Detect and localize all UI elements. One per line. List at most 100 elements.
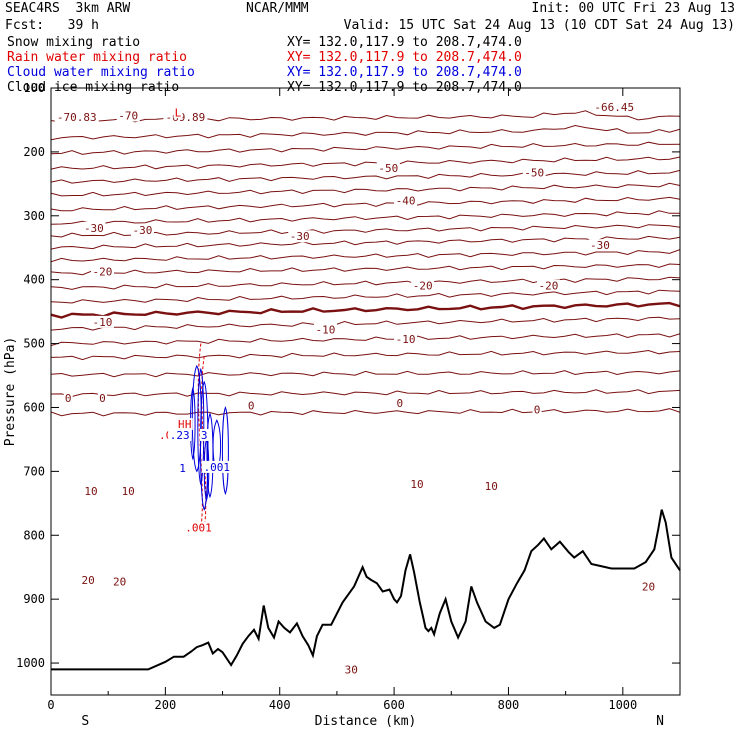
isotherm-20: [51, 370, 680, 378]
cloud-water-label-0-bg: [168, 428, 192, 441]
isotherm--35: [51, 210, 680, 225]
isotherm-label-19-bg: [246, 399, 256, 412]
isotherm-label-17-bg: [63, 391, 73, 404]
rain-label-1: H: [185, 418, 192, 431]
isotherm-label-27: 20: [113, 575, 126, 588]
isotherm-30: [51, 408, 680, 417]
isotherm-label-9: -30: [290, 230, 310, 243]
isotherm-label-16: -10: [396, 333, 416, 346]
isotherm-label-10-bg: [588, 239, 612, 252]
isotherm-label-22-bg: [83, 485, 100, 498]
isotherm--60: [51, 141, 680, 155]
isotherm-label-26-bg: [80, 573, 97, 586]
temperature-contours: [51, 110, 680, 417]
rain-label-3-bg: [183, 521, 214, 534]
isotherm-label-18: 0: [99, 392, 106, 405]
y-tick-label-300: 300: [23, 209, 45, 223]
y-axis-label: Pressure (hPa): [3, 337, 18, 447]
isotherm-25: [51, 389, 680, 398]
isotherm-label-17: 0: [65, 392, 72, 405]
isotherm-label-8-bg: [130, 223, 154, 236]
cloud-water-contour-2: [199, 380, 209, 511]
isotherm-label-1-bg: [116, 109, 140, 122]
isotherm--40: [51, 196, 680, 212]
end-label-north: N: [656, 714, 664, 729]
isotherm-0: [51, 301, 680, 319]
model-title: SEAC4RS 3km ARW: [5, 1, 131, 16]
x-axis-label: Distance (km): [315, 714, 417, 729]
isotherm-10: [51, 333, 680, 347]
isotherm--15: [51, 263, 680, 276]
field-xy-snow: XY= 132.0,117.9 to 208.7,474.0: [287, 35, 522, 50]
isotherm-label-3-bg: [592, 101, 637, 114]
isotherm-label-0: -70.83: [57, 111, 97, 124]
terrain-profile: [51, 509, 681, 671]
isotherm-label-6-bg: [394, 194, 418, 207]
y-tick-label-700: 700: [23, 464, 45, 478]
rain-label-1-bg: [183, 418, 193, 431]
isotherm-label-7: -30: [84, 222, 104, 235]
cloud-water-contour-7: [203, 437, 210, 502]
isotherm-label-18-bg: [97, 391, 107, 404]
field-name-cloud-water: Cloud water mixing ratio: [7, 65, 195, 80]
isotherm-label-0-bg: [54, 110, 99, 123]
end-label-south: S: [81, 714, 89, 729]
x-tick-label-600: 600: [383, 698, 405, 712]
isotherm-label-4-bg: [376, 161, 400, 174]
isotherm--45: [51, 182, 680, 197]
field-xy-rain: XY= 132.0,117.9 to 208.7,474.0: [287, 50, 522, 65]
isotherm--30: [51, 224, 680, 238]
cloud-water-contours: [190, 364, 229, 511]
field-xy-cloud-water: XY= 132.0,117.9 to 208.7,474.0: [287, 65, 522, 80]
isotherm-label-6: -40: [396, 194, 416, 207]
isotherm-label-26: 20: [82, 574, 95, 587]
x-tick-label-200: 200: [155, 698, 177, 712]
isotherm-label-4: -50: [378, 162, 398, 175]
isotherm-label-1: -70: [118, 109, 138, 122]
rain-label-4-bg: [173, 106, 183, 119]
rain-label-3: .001: [185, 522, 212, 535]
isotherm-label-22: 10: [84, 485, 97, 498]
isotherm-label-5: -50: [524, 166, 544, 179]
cloud-water-label-1: 3: [201, 429, 208, 442]
isotherm-label-29-bg: [343, 663, 360, 676]
isotherm--10: [51, 276, 680, 290]
org-label: NCAR/MMM: [246, 1, 309, 16]
isotherm-label-11: -20: [93, 265, 113, 278]
isotherm-label-21: 0: [534, 403, 541, 416]
isotherm-label-28: 20: [642, 580, 655, 593]
cloud-water-label-0: .23: [170, 429, 190, 442]
rain-label-0-bg: [176, 418, 186, 431]
cloud-water-contour-5: [221, 406, 229, 496]
isotherm-label-24: 10: [410, 478, 423, 491]
isotherm--50: [51, 169, 680, 184]
terrain-line: [51, 509, 681, 671]
field-name-snow: Snow mixing ratio: [7, 35, 141, 50]
forecast-hour: Fcst: 39 h: [5, 18, 99, 33]
isotherm-5: [51, 316, 680, 331]
isotherm-label-11-bg: [90, 265, 114, 278]
isotherm-label-10: -30: [590, 239, 610, 252]
cloud-water-label-1-bg: [199, 428, 209, 441]
init-time: Init: 00 UTC Fri 23 Aug 13: [531, 1, 736, 16]
isotherm-label-9-bg: [288, 230, 312, 243]
isotherm-label-23-bg: [120, 485, 137, 498]
cloud-water-label-3-bg: [178, 462, 188, 475]
rain-water-contours: [197, 343, 207, 529]
isotherm-label-14-bg: [90, 315, 114, 328]
plot-frame: [50, 87, 681, 696]
isotherm-15: [51, 349, 680, 361]
isotherm-label-13-bg: [536, 279, 560, 292]
y-tick-label-500: 500: [23, 337, 45, 351]
contour-labels: -70.83 -70 -69.89 -66.45 -50 -50 -40 -30 -30 -30 -…: [54, 101, 657, 676]
isotherm--65: [51, 124, 680, 141]
isotherm-label-12-bg: [411, 279, 435, 292]
isotherm-label-12: -20: [413, 279, 433, 292]
isotherm-label-23: 10: [122, 485, 135, 498]
isotherm-label-27-bg: [111, 575, 128, 588]
rain-label-0: H: [178, 418, 185, 431]
rain-label-4: L: [175, 106, 182, 119]
field-name-rain: Rain water mixing ratio: [7, 50, 188, 65]
